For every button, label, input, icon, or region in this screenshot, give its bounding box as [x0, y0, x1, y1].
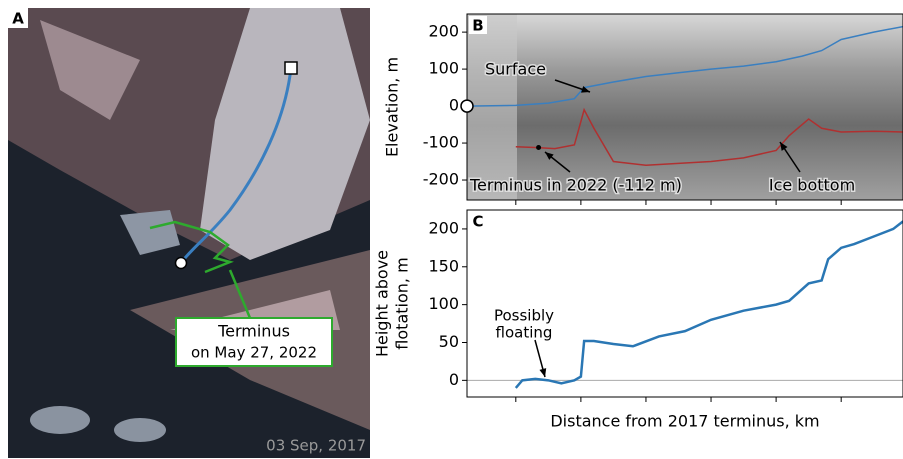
- annotation-point: [536, 145, 541, 150]
- panel-label: C: [472, 213, 483, 231]
- panel-a: Terminus on May 27, 2022 03 Sep, 2017 A: [8, 8, 370, 458]
- ice-floe: [114, 418, 166, 442]
- y-tick-label: 150: [428, 256, 459, 275]
- figure: Terminus on May 27, 2022 03 Sep, 2017 A …: [0, 0, 903, 459]
- panel-label: B: [472, 17, 483, 35]
- echogram-shadow: [467, 14, 517, 200]
- plot-frame: [467, 210, 903, 397]
- y-axis-title: Elevation, m: [383, 57, 402, 157]
- start-marker: [461, 100, 473, 112]
- ice-floe: [30, 406, 90, 434]
- y-tick-label: 200: [428, 218, 459, 237]
- y-tick-label: 50: [439, 332, 459, 351]
- panel-label: A: [12, 10, 24, 28]
- end-marker: [285, 62, 297, 74]
- data-line: [516, 221, 903, 388]
- y-tick-label: 100: [428, 294, 459, 313]
- y-axis-title: flotation, m: [393, 257, 412, 349]
- y-tick-label: 0: [449, 96, 459, 115]
- y-tick-label: 0: [449, 370, 459, 389]
- callout-text: on May 27, 2022: [191, 344, 317, 362]
- y-tick-label: -200: [423, 170, 459, 189]
- annotation: Ice bottom: [769, 176, 855, 195]
- y-tick-label: -100: [423, 133, 459, 152]
- x-axis-title: Distance from 2017 terminus, km: [550, 412, 819, 431]
- y-tick-label: 200: [428, 22, 459, 41]
- start-marker: [176, 258, 187, 269]
- callout-text: Terminus: [217, 322, 290, 341]
- image-date: 03 Sep, 2017: [266, 437, 366, 455]
- annotation: floating: [496, 324, 553, 342]
- annotation: Possibly: [494, 307, 554, 325]
- annotation: Terminus in 2022 (-112 m): [469, 176, 682, 195]
- y-axis-title: Height above: [373, 250, 392, 357]
- y-tick-label: 100: [428, 59, 459, 78]
- annotation: Surface: [485, 60, 546, 79]
